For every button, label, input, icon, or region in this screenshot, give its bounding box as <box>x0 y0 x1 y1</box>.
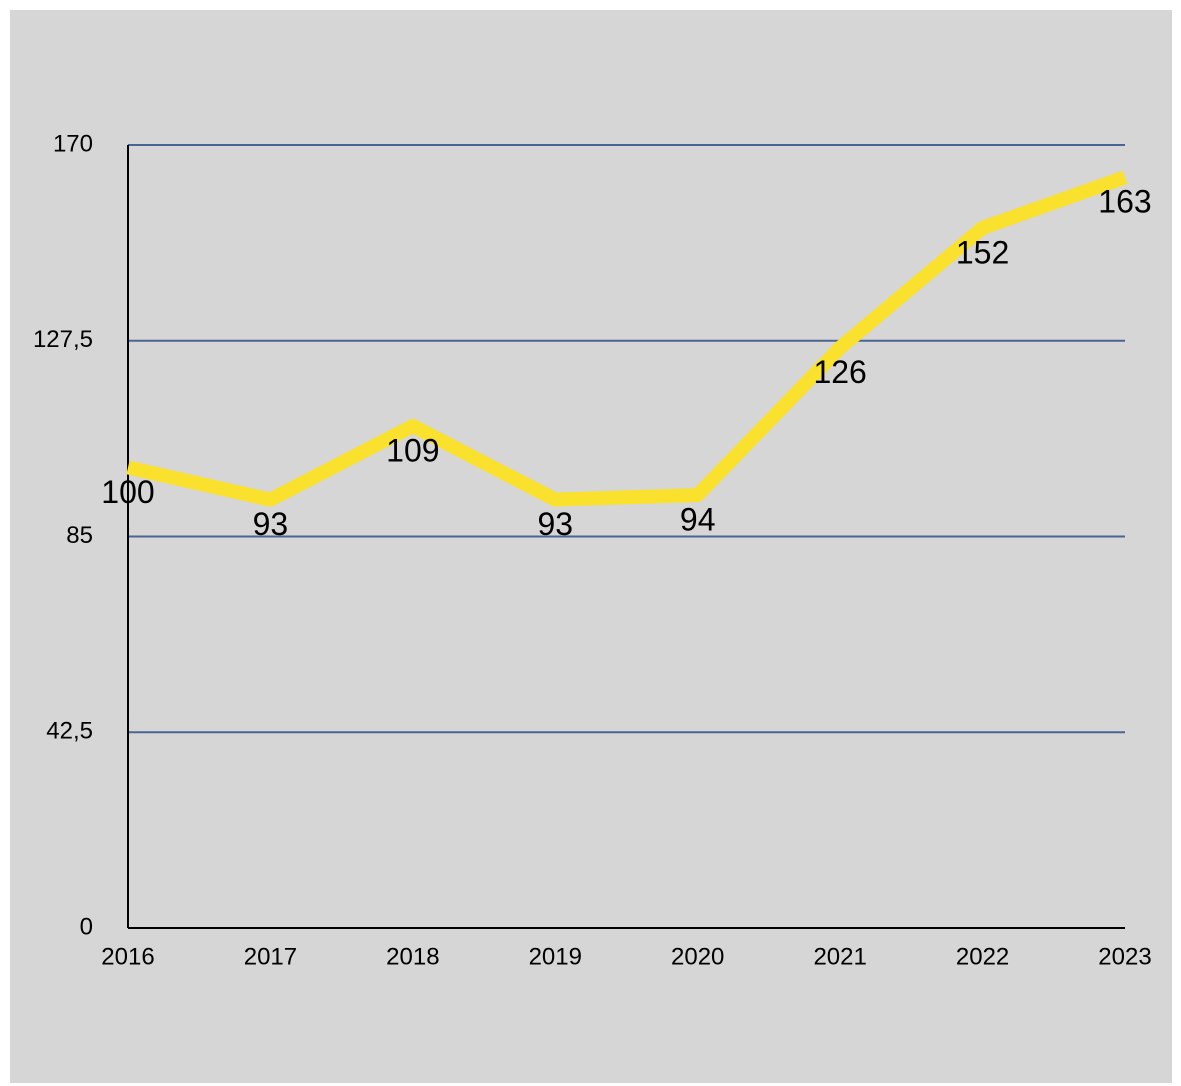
data-label: 100 <box>101 474 154 510</box>
data-label: 109 <box>386 432 439 468</box>
chart-background <box>10 10 1172 1083</box>
y-tick-label: 0 <box>80 913 93 940</box>
data-line <box>126 170 1128 507</box>
y-tick-label: 42,5 <box>46 718 93 745</box>
data-label: 126 <box>813 354 866 390</box>
y-tick-label: 85 <box>66 522 93 549</box>
y-tick-label: 170 <box>53 130 93 157</box>
x-tick-label: 2019 <box>529 943 582 970</box>
data-label: 93 <box>537 506 573 542</box>
x-tick-label: 2020 <box>671 943 724 970</box>
y-tick-label: 127,5 <box>33 326 93 353</box>
data-label: 152 <box>956 234 1009 270</box>
x-tick-label: 2017 <box>244 943 297 970</box>
data-label: 163 <box>1098 184 1151 220</box>
x-tick-label: 2016 <box>101 943 154 970</box>
x-tick-label: 2022 <box>956 943 1009 970</box>
data-label: 93 <box>253 506 289 542</box>
x-tick-label: 2018 <box>386 943 439 970</box>
x-tick-label: 2023 <box>1098 943 1151 970</box>
x-tick-label: 2021 <box>813 943 866 970</box>
data-label: 94 <box>680 502 716 538</box>
